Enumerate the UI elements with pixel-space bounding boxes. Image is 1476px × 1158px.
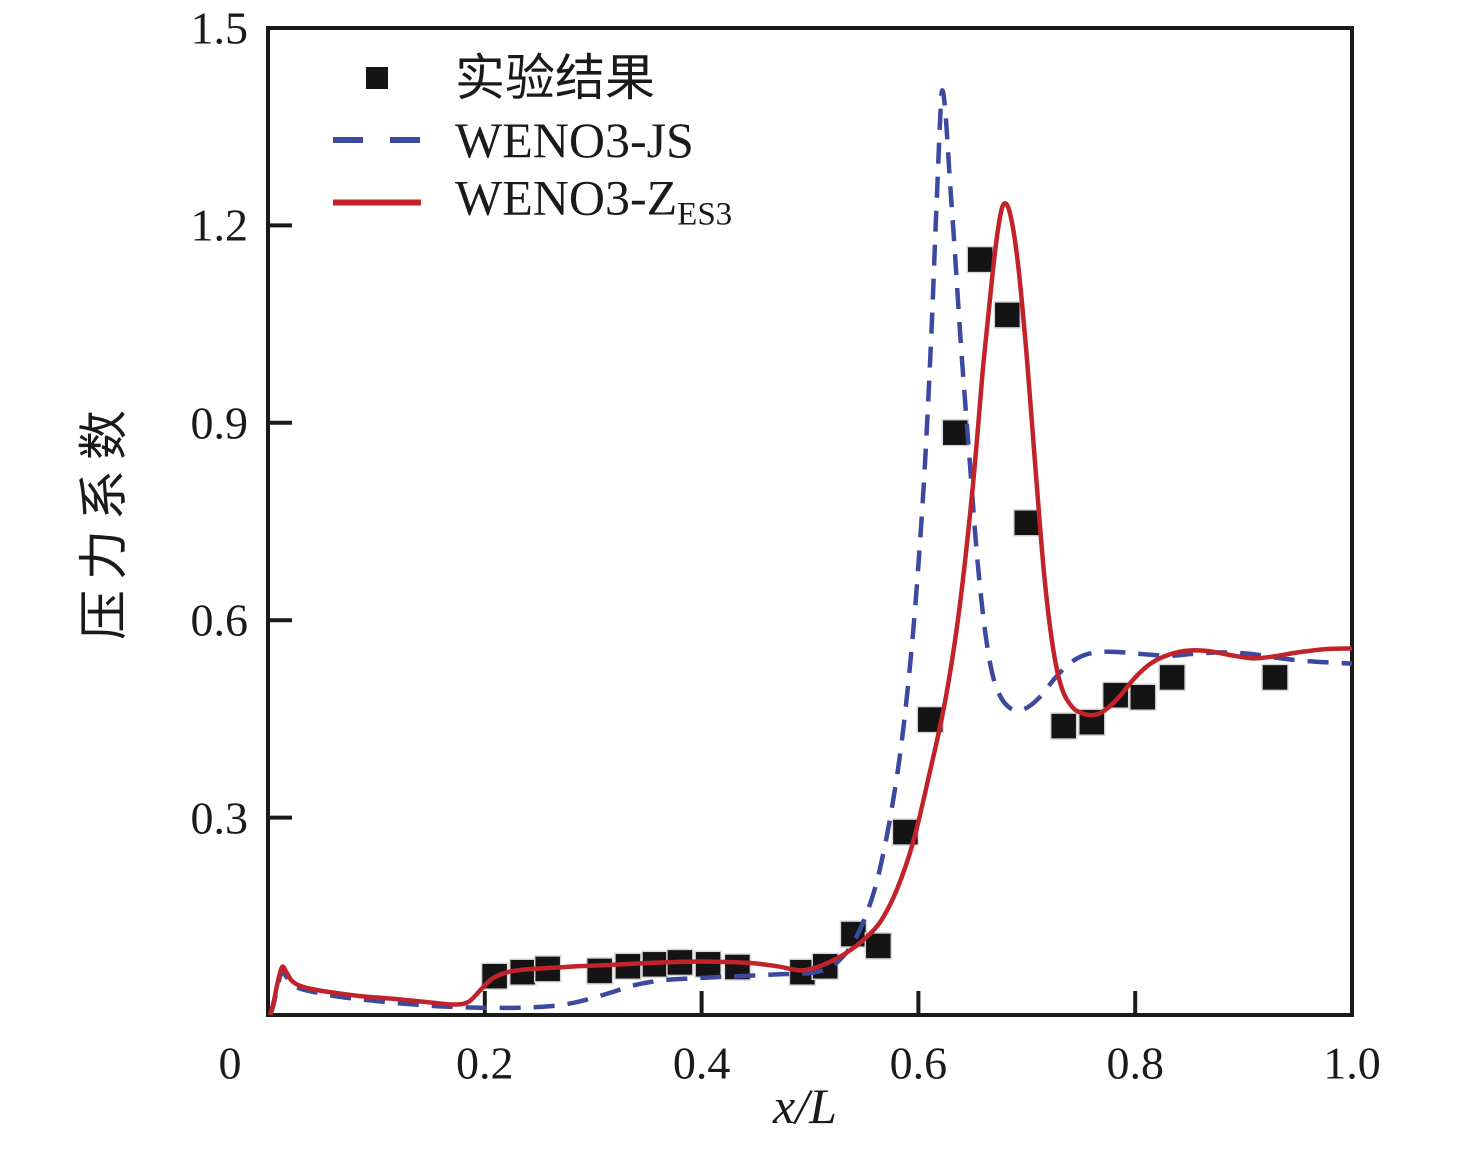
axis-frame bbox=[266, 26, 1354, 1017]
x-tick-label: 1.0 bbox=[1323, 1037, 1381, 1089]
experimental-point bbox=[1261, 663, 1289, 692]
x-tick-label: 0.6 bbox=[889, 1037, 948, 1089]
experimental-point bbox=[1101, 681, 1130, 709]
experimental-point bbox=[694, 950, 722, 979]
series-weno3-js-curve bbox=[268, 88, 1353, 1016]
experimental-point bbox=[1013, 509, 1041, 537]
series-weno3-zes3-curve bbox=[268, 201, 1353, 1016]
x-axis-title: x/L bbox=[773, 1078, 837, 1134]
y-tick-label: 1.2 bbox=[190, 199, 249, 251]
experimental-point bbox=[1129, 683, 1157, 711]
experimental-point bbox=[993, 301, 1022, 329]
x-tick-label: 0 bbox=[218, 1037, 242, 1089]
x-tick-label: 0.2 bbox=[456, 1037, 514, 1089]
y-tick-label: 0.6 bbox=[190, 594, 249, 646]
y-tick-label: 0.3 bbox=[190, 792, 249, 844]
x-tick-label: 0.8 bbox=[1106, 1037, 1164, 1089]
y-tick-label: 1.5 bbox=[190, 2, 249, 54]
experimental-point bbox=[1158, 663, 1186, 692]
experimental-point bbox=[966, 245, 994, 274]
x-tick-label: 0.4 bbox=[672, 1037, 731, 1089]
experimental-point bbox=[585, 957, 614, 985]
experimental-point bbox=[941, 418, 970, 447]
y-tick-label: 0.9 bbox=[190, 397, 249, 449]
experimental-point bbox=[1049, 712, 1078, 740]
